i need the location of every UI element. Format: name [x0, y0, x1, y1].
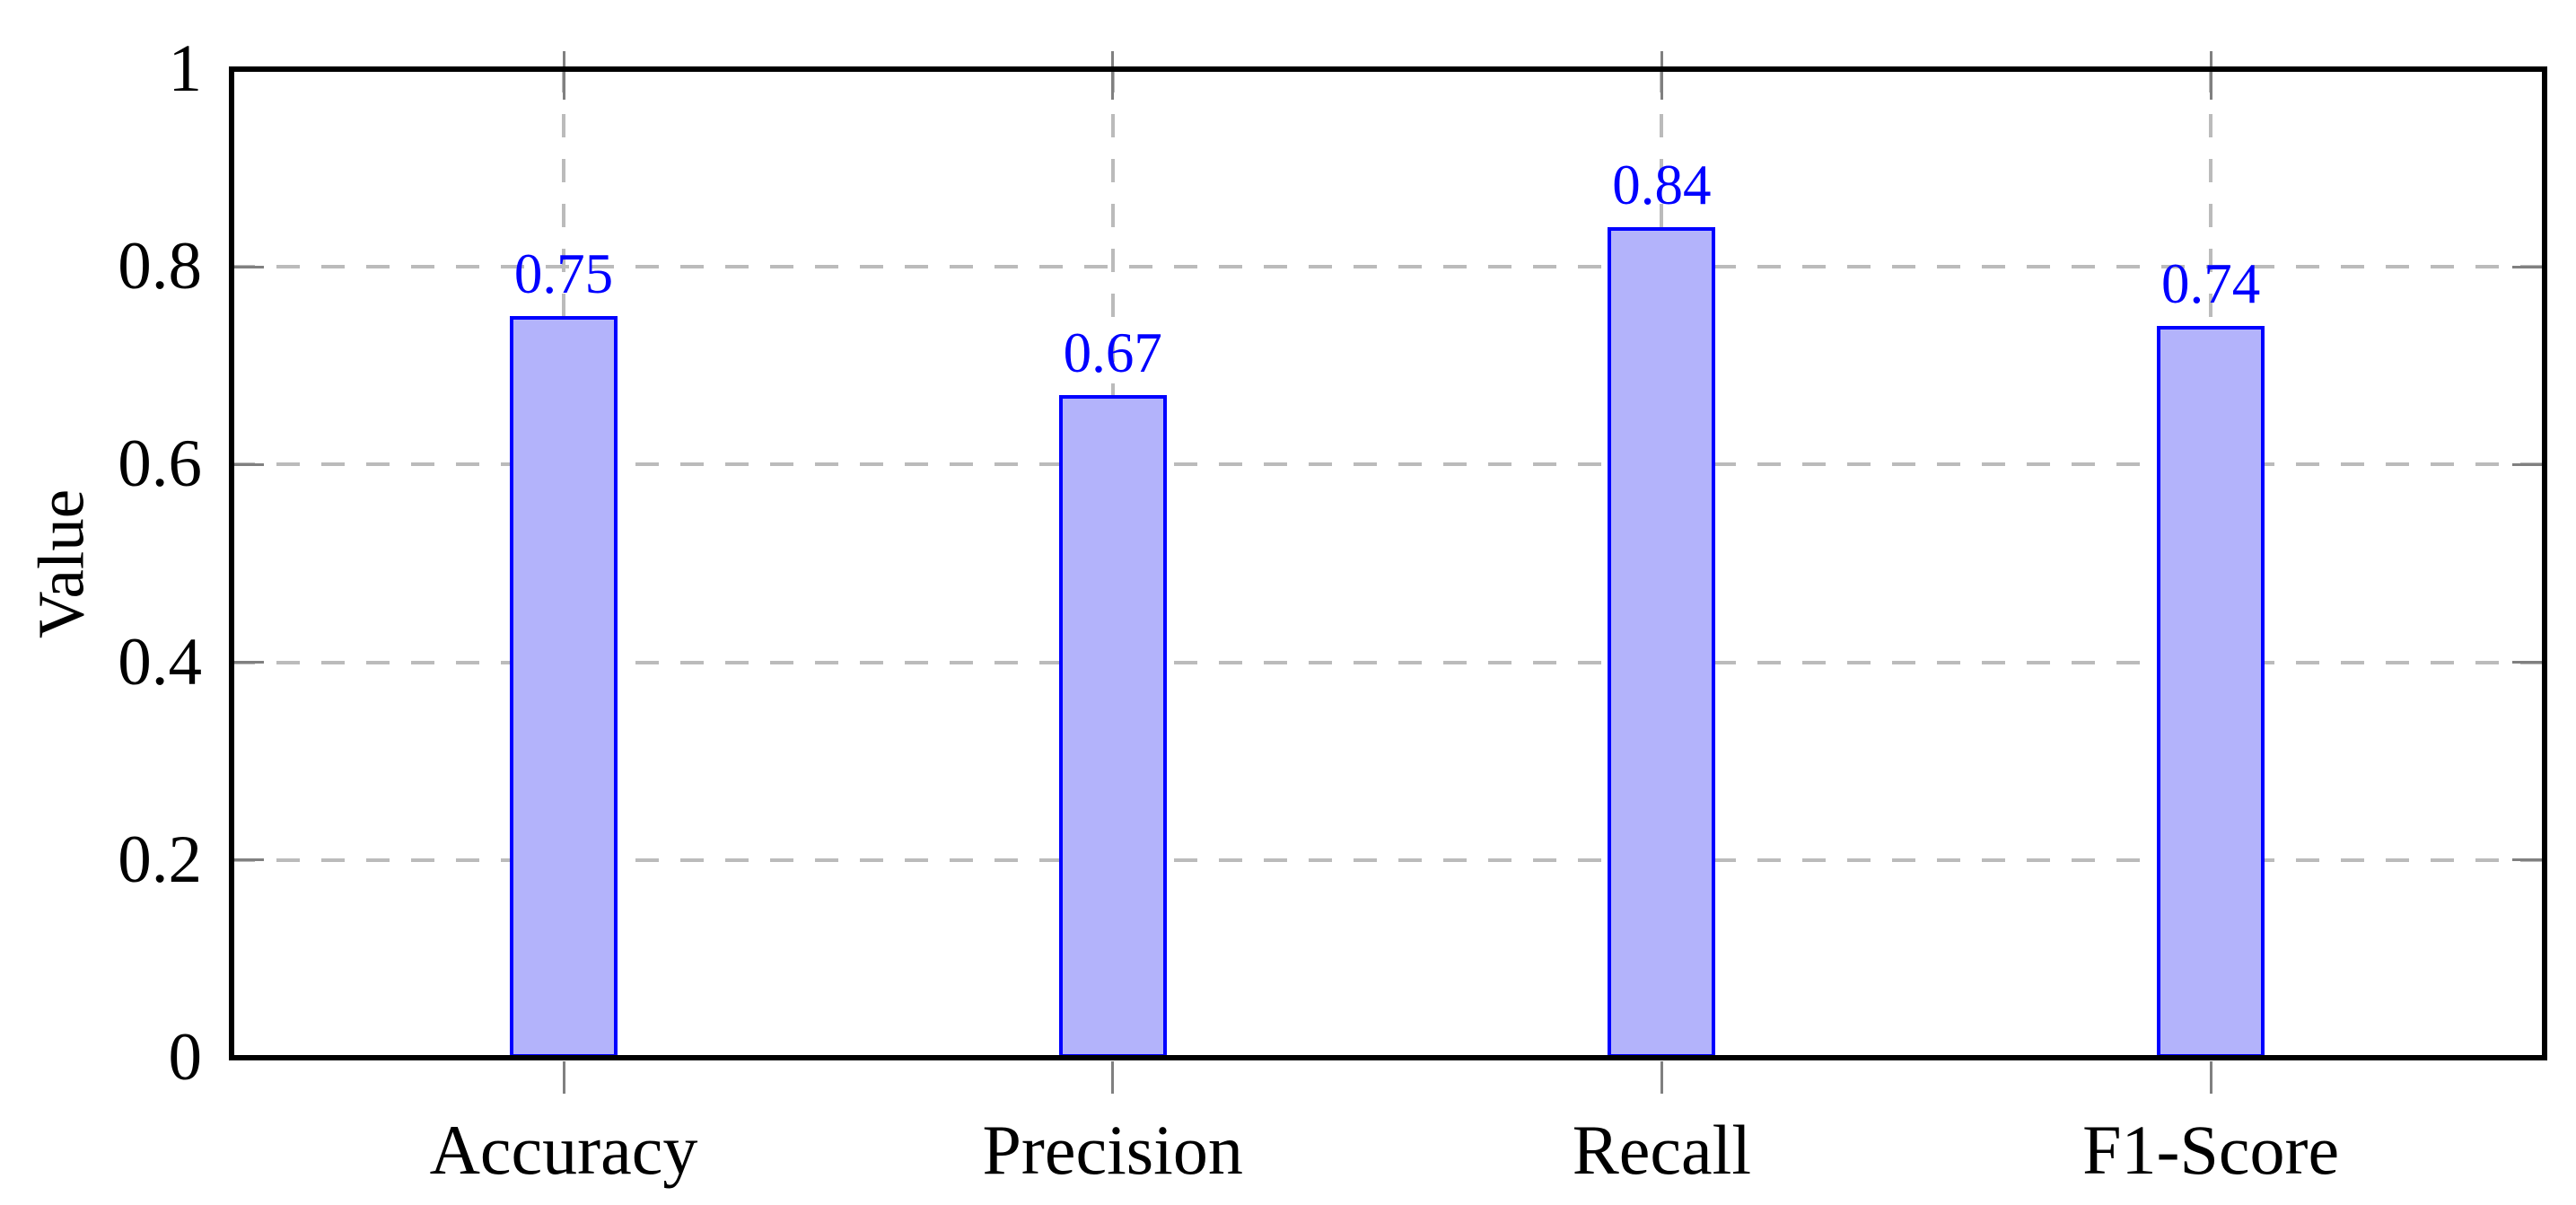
- y-tick-label: 0.4: [118, 624, 202, 699]
- bar-precision: [1058, 395, 1167, 1058]
- x-category-label: F1-Score: [2082, 1111, 2340, 1189]
- h-gridline: [232, 462, 2545, 467]
- h-gridline: [232, 858, 2545, 862]
- x-tick-mark-bottom: [1660, 1061, 1663, 1094]
- x-tick-mark-top: [1111, 51, 1115, 100]
- y-axis-title: Value: [24, 488, 98, 638]
- x-tick-mark-bottom: [2209, 1061, 2212, 1094]
- bar-value-label: 0.75: [513, 242, 614, 306]
- x-tick-mark-bottom: [1111, 1061, 1115, 1094]
- plot-area: 0.75 0.67 0.84 0.74: [229, 51, 2547, 1094]
- x-tick-mark-top: [1660, 51, 1663, 100]
- y-tick-mark-left: [232, 858, 264, 862]
- y-tick-label: 1: [168, 31, 203, 106]
- x-category-label: Precision: [982, 1111, 1243, 1189]
- bar-value-label: 0.74: [2160, 252, 2261, 316]
- bar-f1-score: [2157, 326, 2265, 1058]
- bar-value-label: 0.67: [1063, 321, 1162, 385]
- x-category-label: Recall: [1572, 1111, 1752, 1189]
- y-tick-mark-right: [2512, 661, 2545, 664]
- bar-value-label: 0.84: [1612, 154, 1712, 217]
- y-tick-label: 0.8: [118, 229, 202, 304]
- y-tick-mark-left: [232, 462, 264, 466]
- y-tick-label: 0.2: [118, 822, 202, 897]
- x-category-label: Accuracy: [429, 1111, 698, 1189]
- y-tick-mark-left: [232, 265, 264, 268]
- h-gridline: [232, 265, 2545, 269]
- h-gridline: [232, 660, 2545, 664]
- x-tick-mark-top: [562, 51, 565, 100]
- y-tick-mark-left: [232, 661, 264, 664]
- y-tick-mark-right: [2512, 858, 2545, 862]
- y-tick-mark-right: [2512, 265, 2545, 268]
- y-tick-label: 0.6: [118, 427, 202, 502]
- y-tick-mark-right: [2512, 462, 2545, 466]
- bar-recall: [1608, 227, 1716, 1058]
- y-tick-label: 0: [168, 1020, 203, 1095]
- x-tick-mark-bottom: [562, 1061, 565, 1094]
- x-tick-mark-top: [2209, 51, 2212, 100]
- bar-accuracy: [510, 316, 618, 1058]
